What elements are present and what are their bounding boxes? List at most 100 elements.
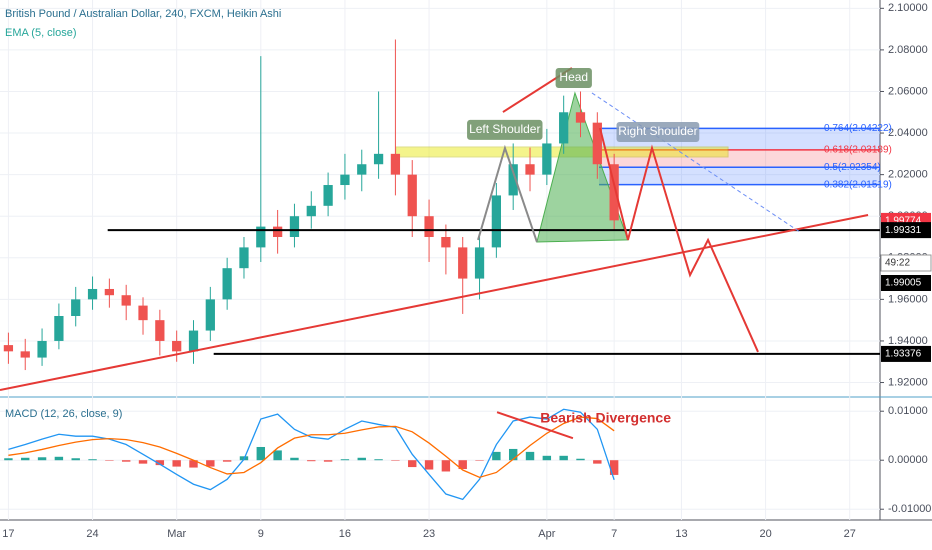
histogram-bar	[155, 460, 165, 466]
annotation: Head	[559, 70, 588, 84]
histogram-bar	[508, 448, 518, 461]
y-tick-label: 2.08000	[888, 44, 928, 56]
histogram-bar	[121, 460, 131, 462]
candle-body	[592, 122, 602, 165]
candle-body	[525, 164, 535, 175]
histogram-bar	[290, 457, 299, 461]
histogram-bar	[374, 459, 383, 461]
drawing-line	[477, 144, 538, 243]
candle-body	[71, 299, 81, 316]
candle-body	[491, 195, 501, 248]
histogram-bar	[54, 456, 64, 461]
series-line	[8, 416, 615, 479]
x-tick-label: 20	[759, 528, 771, 540]
x-tick-label: Apr	[538, 528, 555, 540]
histogram-bar	[458, 460, 467, 470]
y-tick-label: 1.96000	[888, 293, 928, 305]
candle-body	[323, 185, 333, 206]
histogram-bar	[222, 460, 232, 462]
y-tick-label: -0.01000	[888, 503, 931, 515]
price-badge-label: 1.99331	[885, 225, 922, 236]
fib-label: 0.764(2.04222)	[824, 123, 892, 134]
candle-body	[289, 216, 300, 237]
x-tick-label: 27	[844, 528, 856, 540]
histogram-bar	[21, 457, 30, 461]
fib-label: 0.618(2.03189)	[824, 145, 892, 156]
chart-title: British Pound / Australian Dollar, 240, …	[5, 8, 281, 20]
histogram-bar	[441, 460, 451, 472]
candle-body	[87, 288, 98, 300]
y-tick-label: 2.06000	[888, 85, 928, 97]
drawing-line	[496, 411, 574, 440]
candle-body	[138, 305, 148, 321]
annotation: Left Shoulder	[469, 122, 540, 136]
drawing-line	[0, 213, 869, 391]
annotation-box	[555, 67, 592, 88]
candle-body	[273, 226, 283, 237]
histogram-bar	[525, 451, 535, 461]
price-badge-label: 1.99774	[885, 216, 922, 227]
candle-body	[306, 205, 316, 217]
pattern	[536, 91, 629, 243]
candle-body	[474, 247, 485, 279]
y-tick-label: 2.02000	[888, 169, 928, 181]
price-badge	[881, 345, 931, 362]
fib-label: 0.5(2.02354)	[824, 162, 881, 173]
candle-body	[458, 247, 468, 279]
x-tick-label: 23	[423, 528, 435, 540]
candle-body	[3, 345, 14, 352]
histogram-bar	[71, 458, 80, 461]
candle-body	[340, 174, 350, 186]
candle-body	[205, 299, 215, 331]
histogram-bar	[138, 460, 148, 464]
chart-subtitle: EMA (5, close)	[5, 27, 77, 39]
annotation: Right Shoulder	[618, 124, 697, 138]
histogram-bar	[609, 460, 619, 475]
histogram-bar	[492, 451, 501, 461]
annotation: Bearish Divergence	[540, 409, 671, 425]
candle-body	[256, 226, 266, 248]
histogram-bar	[256, 446, 266, 461]
drawing-line	[599, 127, 759, 353]
badge	[881, 275, 931, 291]
fib-band	[599, 167, 880, 185]
badge	[880, 254, 932, 272]
x-tick-label: 16	[339, 528, 351, 540]
histogram-bar	[37, 457, 47, 461]
candle-body	[609, 164, 619, 221]
candle-body	[104, 288, 114, 296]
y-tick-label: 2.04000	[888, 127, 928, 139]
candle-body	[155, 320, 165, 341]
histogram-bar	[357, 457, 366, 461]
candle-body	[373, 153, 384, 165]
histogram-bar	[4, 458, 13, 461]
histogram-bar	[576, 458, 585, 461]
fib-band	[599, 149, 880, 168]
histogram-bar	[273, 450, 282, 461]
fib-label: 0.382(2.01519)	[824, 179, 892, 190]
annotation-box	[467, 119, 543, 140]
candle-body	[508, 164, 518, 196]
x-tick-label: 9	[258, 528, 264, 540]
histogram-bar	[172, 460, 181, 467]
x-tick-label: Mar	[167, 528, 186, 540]
candle-body	[542, 143, 552, 175]
candle-body	[424, 216, 434, 237]
candle-body	[37, 340, 47, 358]
price-badge-label: 1.93376	[885, 349, 922, 360]
histogram-bar	[189, 460, 198, 468]
histogram-bar	[88, 459, 97, 461]
candle-body	[357, 164, 367, 175]
histogram-bar	[559, 455, 568, 461]
x-tick-label: 17	[2, 528, 14, 540]
candle-body	[441, 237, 451, 248]
y-tick-label: 0.01000	[888, 405, 928, 417]
candle-body	[239, 247, 249, 269]
y-tick-label: 0.00000	[888, 454, 928, 466]
chart-title: MACD (12, 26, close, 9)	[5, 408, 122, 420]
candle-body	[188, 330, 199, 352]
candle-body	[172, 340, 182, 352]
candle-body	[407, 174, 417, 217]
histogram-bar	[542, 455, 552, 461]
